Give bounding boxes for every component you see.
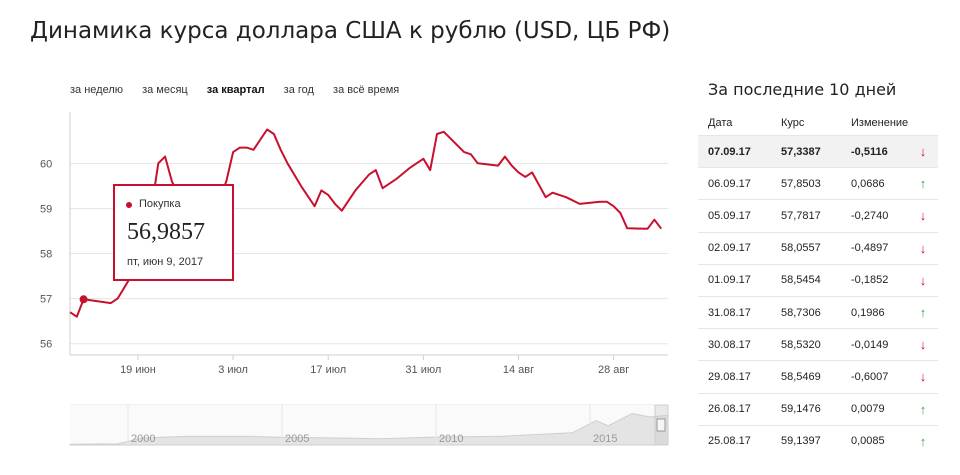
row-rate: 58,0557	[781, 242, 821, 255]
arrow-down-icon: ↓	[919, 208, 927, 224]
arrow-up-icon: ↑	[919, 401, 927, 417]
table-body: 07.09.17 57,3387 -0,5116 ↓ 06.09.17 57,8503 0,…	[698, 135, 938, 457]
period-year-button[interactable]: за год	[283, 84, 314, 96]
table-row: 07.09.17 57,3387 -0,5116 ↓	[698, 135, 938, 168]
table-row: 31.08.17 58,7306 0,1986 ↑	[698, 295, 938, 328]
row-rate: 58,5469	[781, 370, 821, 383]
period-all-time-button[interactable]: за всё время	[333, 84, 400, 96]
y-tick-label: 56	[40, 339, 52, 351]
tooltip-value: 56,9857	[127, 219, 205, 245]
table-row: 06.09.17 57,8503 0,0686 ↑	[698, 167, 938, 199]
arrow-up-icon: ↑	[919, 433, 927, 449]
period-quarter-button[interactable]: за квартал	[206, 84, 265, 96]
navigator-year-label: 2000	[131, 433, 155, 445]
row-rate: 59,1397	[781, 435, 821, 448]
table-row: 26.08.17 59,1476 0,0079 ↑	[698, 392, 938, 425]
x-tick-label: 31 июл	[405, 364, 441, 376]
row-rate: 57,7817	[781, 209, 821, 222]
navigator-year-label: 2005	[285, 433, 309, 445]
row-date: 30.08.17	[708, 338, 751, 351]
arrow-down-icon: ↓	[919, 144, 927, 160]
row-change: 0,0686	[851, 177, 885, 190]
page-title: Динамика курса доллара США к рублю (USD,…	[30, 18, 671, 44]
table-row: 01.09.17 58,5454 -0,1852 ↓	[698, 263, 938, 296]
table-header: Дата Курс Изменение	[698, 111, 938, 135]
arrow-down-icon: ↓	[919, 272, 927, 288]
row-date: 07.09.17	[708, 145, 751, 158]
row-date: 31.08.17	[708, 306, 751, 319]
row-date: 02.09.17	[708, 242, 751, 255]
table-row: 30.08.17 58,5320 -0,0149 ↓	[698, 328, 938, 360]
table-row: 25.08.17 59,1397 0,0085 ↑	[698, 424, 938, 457]
row-change: -0,4897	[851, 242, 889, 255]
row-change: -0,2740	[851, 209, 889, 222]
row-change: 0,0085	[851, 435, 885, 448]
row-change: -0,1852	[851, 274, 889, 287]
x-tick-label: 28 авг	[598, 364, 629, 376]
row-change: -0,6007	[851, 370, 889, 383]
tooltip-series-dot	[126, 202, 132, 208]
x-tick-label: 19 июн	[120, 364, 156, 376]
y-tick-label: 60	[40, 158, 52, 170]
navigator-year-label: 2010	[439, 433, 463, 445]
row-rate: 57,3387	[781, 145, 821, 158]
row-rate: 57,8503	[781, 177, 821, 190]
x-tick-label: 17 июл	[310, 364, 346, 376]
tooltip-connector	[84, 269, 113, 299]
hover-point-marker	[79, 295, 88, 304]
arrow-down-icon: ↓	[919, 369, 927, 385]
table-row: 02.09.17 58,0557 -0,4897 ↓	[698, 231, 938, 264]
row-change: 0,0079	[851, 403, 885, 416]
row-date: 29.08.17	[708, 370, 751, 383]
row-change: -0,0149	[851, 338, 889, 351]
row-date: 25.08.17	[708, 435, 751, 448]
y-tick-label: 58	[40, 249, 52, 261]
chart-tooltip: Покупка 56,9857 пт, июн 9, 2017	[113, 184, 234, 281]
row-date: 26.08.17	[708, 403, 751, 416]
tooltip-series-label: Покупка	[139, 198, 181, 210]
arrow-up-icon: ↑	[919, 305, 927, 321]
header-rate: Курс	[781, 117, 805, 129]
navigator-area	[69, 412, 669, 446]
period-selector: за неделю за месяц за квартал за год за …	[70, 84, 415, 96]
x-tick-label: 14 авг	[503, 364, 534, 376]
row-date: 05.09.17	[708, 209, 751, 222]
period-month-button[interactable]: за месяц	[142, 84, 188, 96]
tooltip-date: пт, июн 9, 2017	[127, 256, 204, 268]
period-week-button[interactable]: за неделю	[70, 84, 124, 96]
row-change: -0,5116	[851, 145, 888, 158]
rate-chart[interactable]: 56 57 58 59 60 19 июн 3 июл 17 июл 31 июл 14 авг 2…	[0, 100, 680, 475]
x-tick-label: 3 июл	[218, 364, 248, 376]
arrow-up-icon: ↑	[919, 176, 927, 192]
row-change: 0,1986	[851, 306, 885, 319]
row-rate: 59,1476	[781, 403, 821, 416]
row-rate: 58,7306	[781, 306, 821, 319]
header-date: Дата	[708, 117, 733, 129]
row-date: 01.09.17	[708, 274, 751, 287]
table-row: 05.09.17 57,7817 -0,2740 ↓	[698, 199, 938, 231]
row-date: 06.09.17	[708, 177, 751, 190]
table-row: 29.08.17 58,5469 -0,6007 ↓	[698, 360, 938, 392]
header-change: Изменение	[851, 117, 909, 129]
row-rate: 58,5454	[781, 274, 821, 287]
arrow-down-icon: ↓	[919, 240, 927, 256]
row-rate: 58,5320	[781, 338, 821, 351]
navigator-drag-handle[interactable]	[656, 418, 666, 432]
panel-title: За последние 10 дней	[708, 80, 897, 99]
y-tick-label: 57	[40, 294, 52, 306]
navigator-year-label: 2015	[593, 433, 617, 445]
last-10-days-panel: За последние 10 дней Дата Курс Изменение…	[698, 80, 938, 457]
y-tick-label: 59	[40, 203, 52, 215]
arrow-down-icon: ↓	[919, 337, 927, 353]
